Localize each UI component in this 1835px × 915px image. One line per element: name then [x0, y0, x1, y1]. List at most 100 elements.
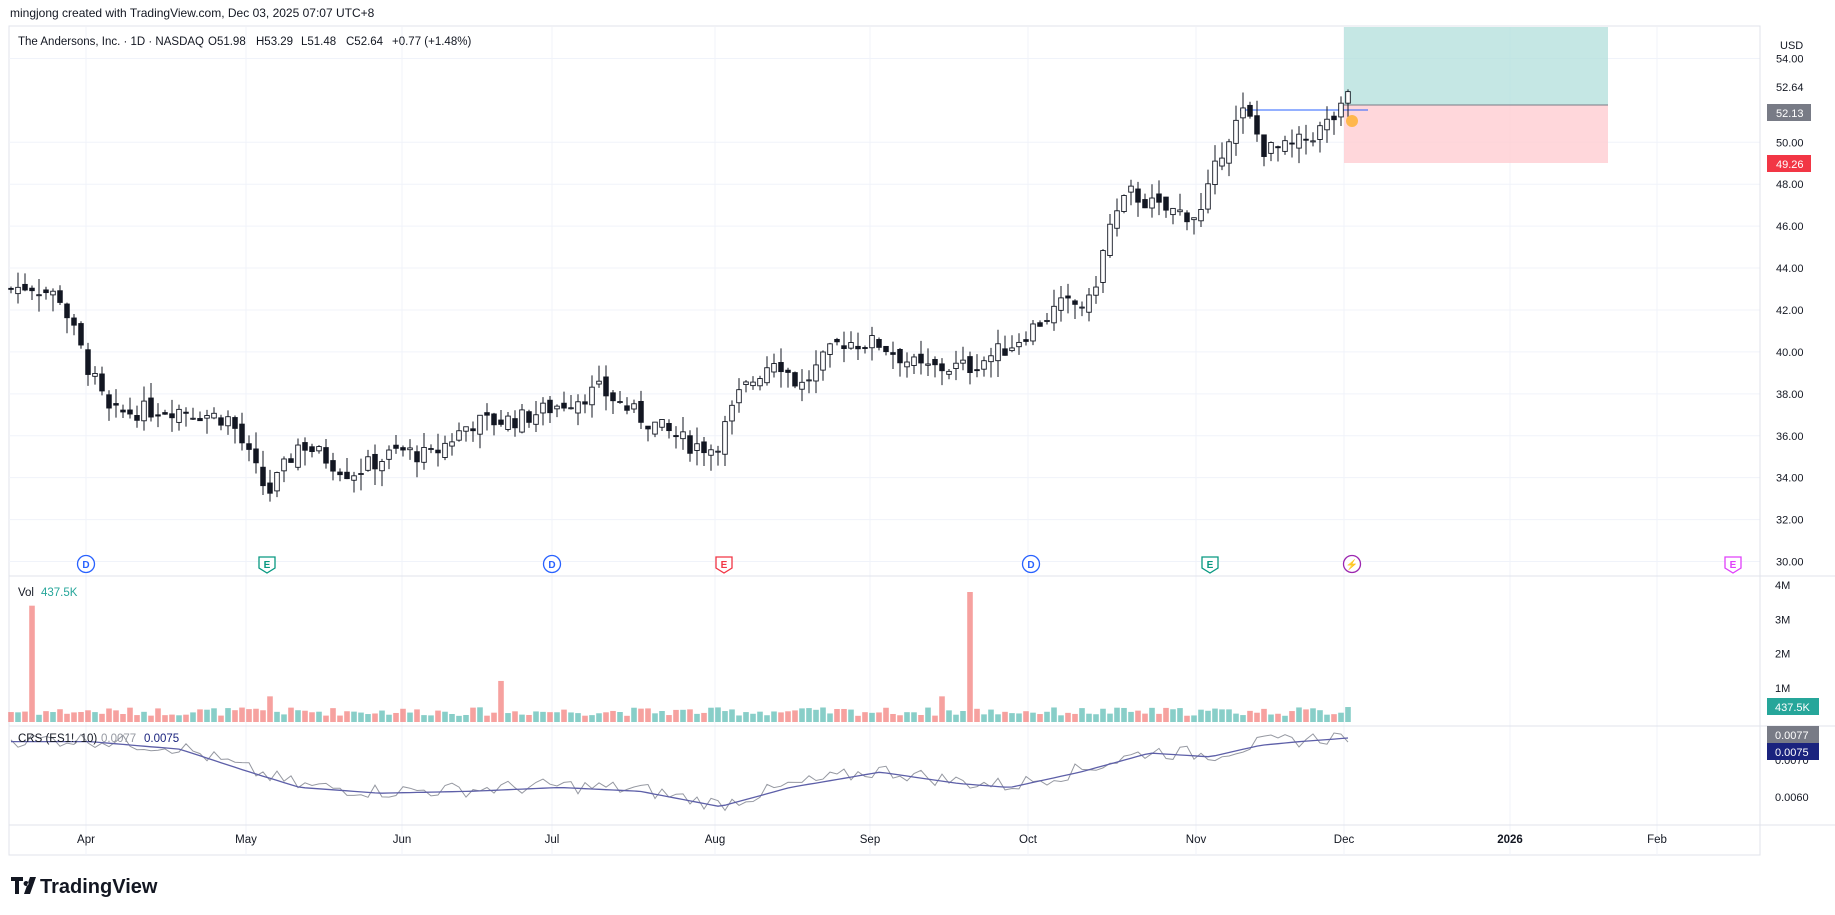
volume-bar	[1093, 714, 1099, 722]
volume-bar	[71, 712, 77, 722]
volume-bar	[750, 713, 756, 722]
candle-body	[988, 355, 994, 363]
candle-body	[400, 447, 406, 451]
price-tick: 54.00	[1776, 53, 1804, 65]
event-marker-dividend[interactable]: D	[76, 554, 96, 574]
volume-bar	[561, 709, 567, 722]
candle-body	[372, 453, 378, 470]
crs-title: CRS (ES1!, 10)	[18, 733, 97, 745]
volume-bar	[995, 714, 1001, 722]
volume-bar	[211, 708, 217, 722]
event-letter: E	[264, 560, 271, 571]
ohlc-high: H53.29	[256, 36, 293, 48]
candle-body	[946, 370, 952, 375]
crs-tag-2	[1767, 743, 1819, 760]
candle-body	[1107, 223, 1113, 256]
candle-body	[925, 363, 931, 366]
event-marker-earnings[interactable]: E	[715, 556, 733, 574]
event-markers[interactable]: D E D E D E ⚡ E	[76, 554, 1742, 574]
volume-bar	[1051, 707, 1057, 722]
candle-body	[1338, 102, 1344, 118]
candle-body	[1170, 207, 1176, 216]
volume-bar	[687, 709, 693, 722]
ohlc-close: C52.64	[346, 36, 384, 48]
price-axis[interactable]: 54.00 52.64 50.00 48.00 46.00 44.00 42.00 40.00…	[1776, 53, 1804, 568]
volume-bar	[1345, 707, 1351, 722]
event-marker-split[interactable]: ⚡	[1342, 554, 1362, 574]
volume-axis[interactable]: 4M 3M 2M 1M	[1775, 580, 1790, 695]
candle-body	[323, 447, 329, 464]
volume-bar	[890, 713, 896, 722]
volume-bar	[92, 712, 98, 722]
volume-bar	[57, 709, 63, 722]
crs-ma-line	[11, 737, 1349, 807]
candle-body	[575, 401, 581, 414]
tradingview-logo[interactable]: TradingView	[11, 876, 158, 898]
volume-bar	[589, 715, 595, 722]
candle-body	[1121, 195, 1127, 212]
volume-bar	[757, 711, 763, 722]
volume-bar	[834, 709, 840, 722]
time-label: 2026	[1497, 834, 1523, 846]
volume-bar	[456, 715, 462, 722]
candle-body	[736, 389, 742, 404]
last-price-label: 52.13	[1776, 108, 1804, 120]
time-axis[interactable]: Apr May Jun Jul Aug Sep Oct Nov Dec 2026 Feb	[77, 834, 1667, 846]
candle-body	[722, 421, 728, 455]
volume-bar	[491, 712, 497, 722]
volume-bar	[8, 712, 14, 722]
candle-body	[505, 415, 511, 430]
candle-body	[463, 426, 469, 432]
candle-body	[1212, 160, 1218, 186]
volume-bar	[393, 712, 399, 722]
candle-body	[890, 352, 896, 355]
candle-body	[99, 373, 105, 392]
volume-bar	[407, 712, 413, 722]
candle-body	[225, 416, 231, 427]
candle-body	[421, 446, 427, 463]
candle-body	[414, 451, 420, 463]
candle-body	[358, 473, 364, 475]
candle-body	[1051, 305, 1057, 324]
brand-name: TradingView	[40, 876, 158, 898]
candle-body	[547, 399, 553, 414]
event-marker-dividend[interactable]: D	[542, 554, 562, 574]
volume-bar	[848, 709, 854, 722]
time-label: Aug	[705, 834, 725, 846]
loss-zone[interactable]	[1344, 105, 1608, 163]
volume-bar	[1191, 715, 1197, 722]
volume-bar	[827, 713, 833, 722]
candle-body	[799, 381, 805, 390]
candle-body	[1023, 339, 1029, 342]
candle-body	[29, 287, 35, 292]
price-tick: 34.00	[1776, 473, 1804, 485]
candle-body	[498, 419, 504, 425]
volume-bar	[1030, 712, 1036, 722]
volume-bar	[1303, 709, 1309, 722]
candle-body	[834, 338, 840, 343]
volume-bar	[442, 711, 448, 722]
candle-body	[1233, 119, 1239, 144]
volume-bar	[918, 715, 924, 722]
volume-bar	[1002, 711, 1008, 722]
volume-bar	[1205, 710, 1211, 722]
event-marker-earnings[interactable]: E	[1201, 556, 1219, 574]
time-label: May	[235, 834, 257, 846]
time-label: Oct	[1019, 834, 1038, 846]
candle-body	[1261, 134, 1267, 157]
volume-bar	[463, 714, 469, 722]
candle-body	[1219, 157, 1225, 167]
alert-marker[interactable]	[1346, 115, 1358, 127]
event-marker-dividend[interactable]: D	[1021, 554, 1041, 574]
profit-zone[interactable]	[1344, 27, 1608, 105]
price-tick: 42.00	[1776, 305, 1804, 317]
event-marker-earnings-future[interactable]: E	[1724, 556, 1742, 574]
long-position-tool[interactable]	[1344, 27, 1608, 163]
event-marker-earnings[interactable]: E	[258, 556, 276, 574]
candle-body	[701, 441, 707, 454]
volume-bar	[729, 709, 735, 722]
volume-bar	[960, 710, 966, 722]
candle-body	[351, 475, 357, 481]
volume-bar	[666, 715, 672, 722]
